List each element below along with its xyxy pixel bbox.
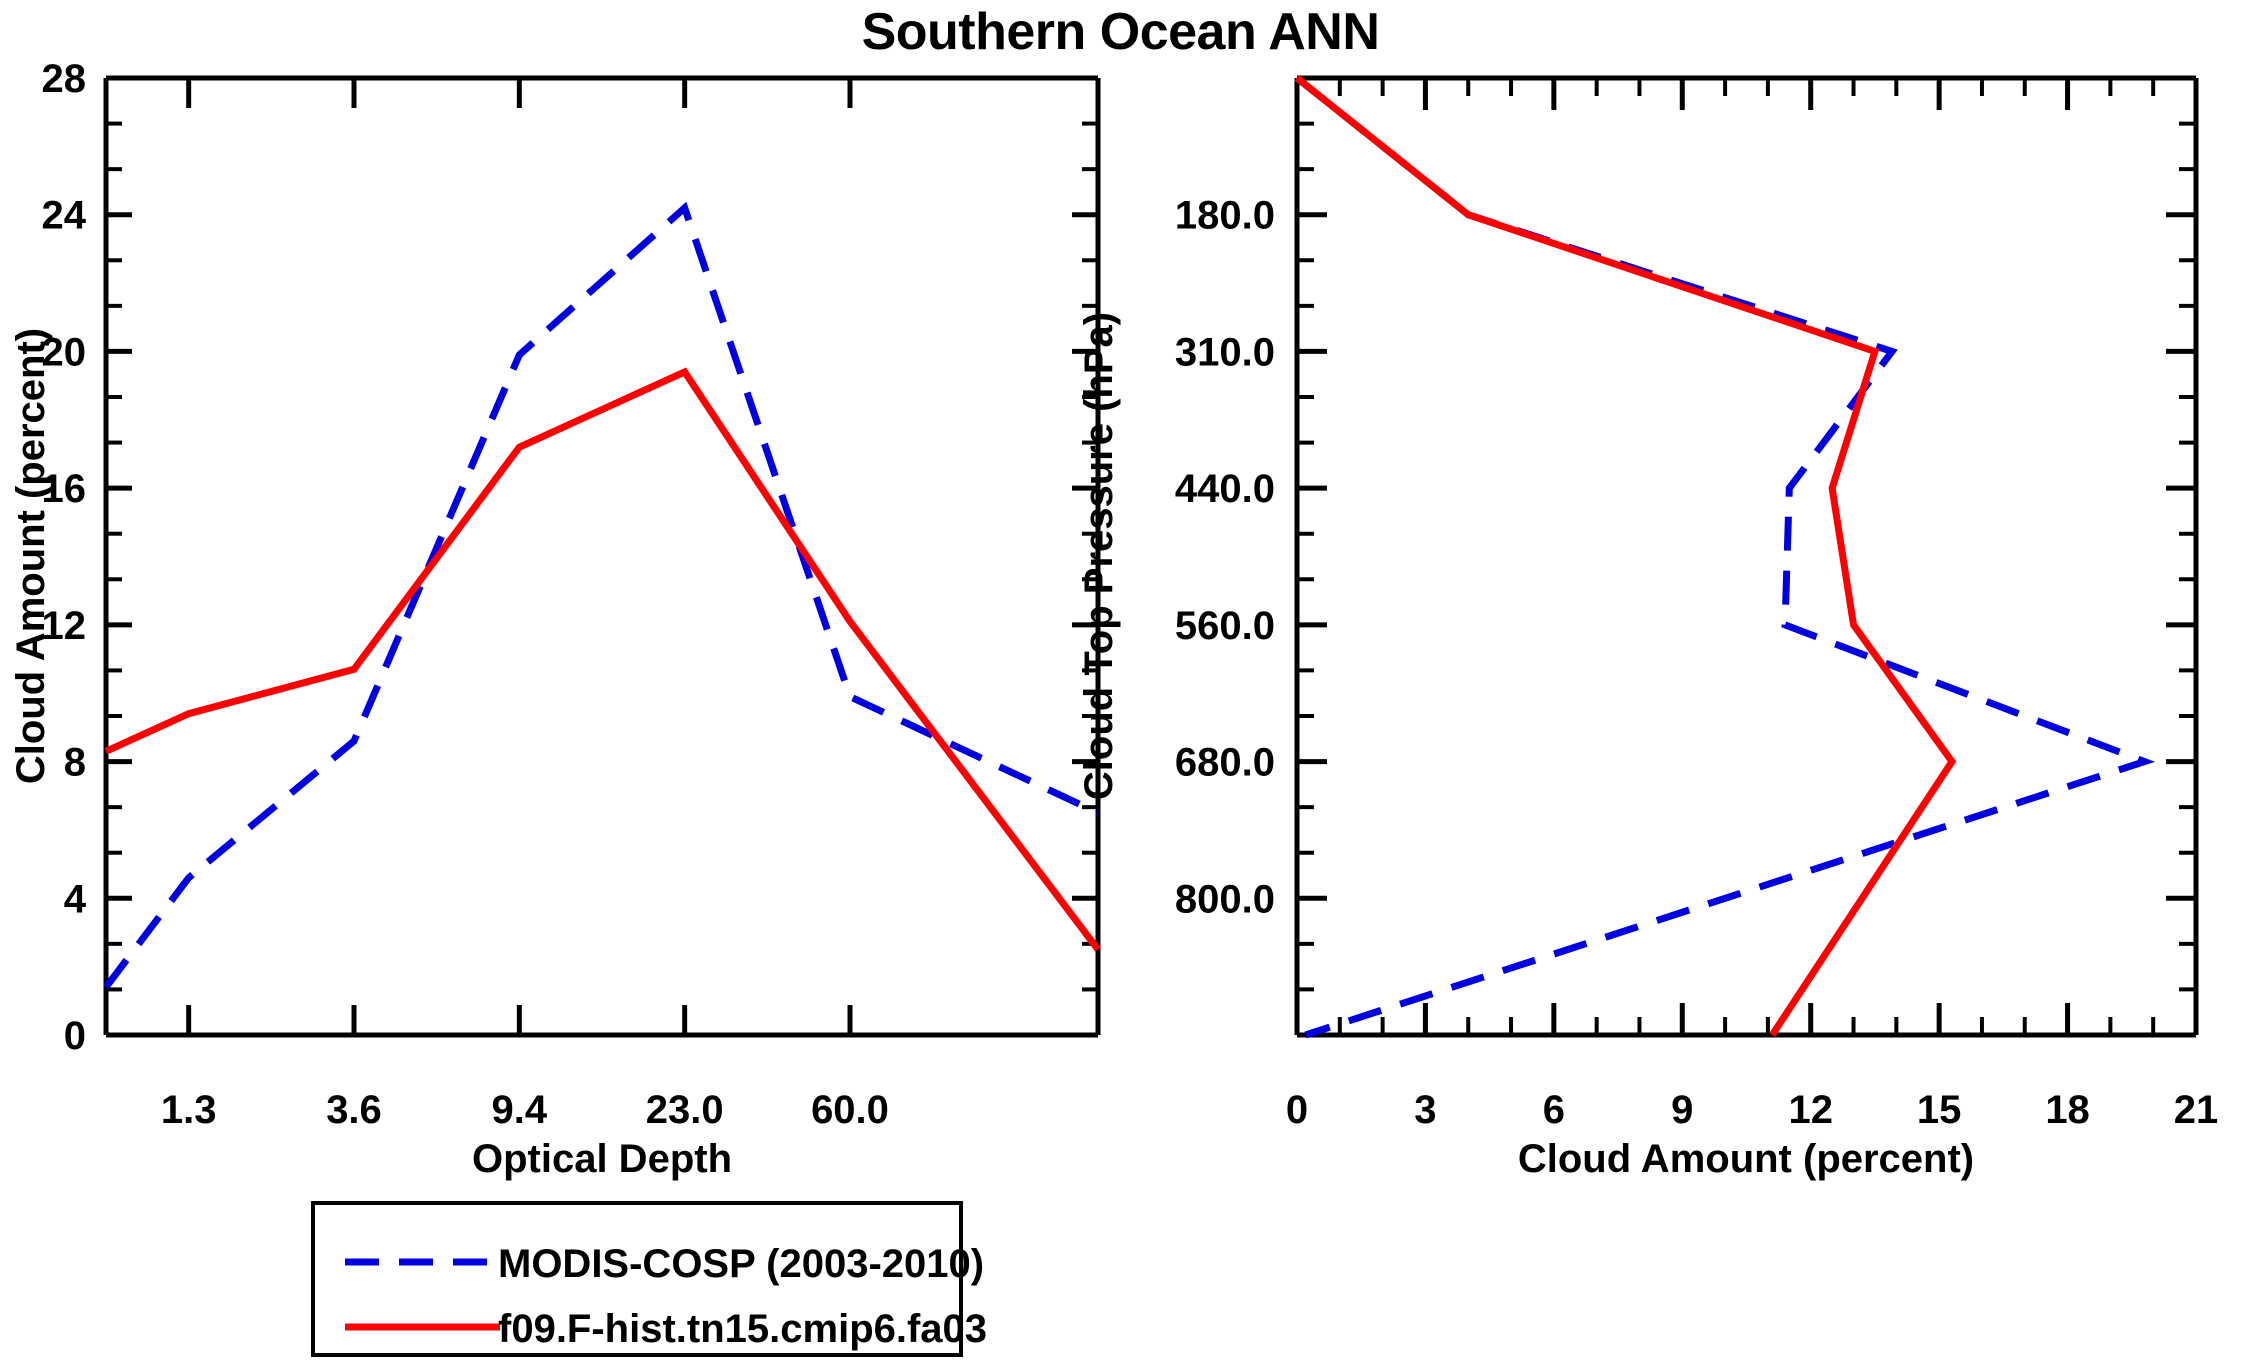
right-y-axis-title: Cloud Top Pressure (hPa): [1077, 312, 1121, 800]
cloud-top-pressure-panel: 180.0 310.0 440.0 560.0 680.0 800.0 0 3 6 9 12 15 1…: [1077, 75, 2218, 1181]
left-x-tick-labels: 1.3 3.6 9.4 23.0 60.0: [161, 1088, 889, 1132]
y-tick-label: 16: [42, 467, 87, 511]
right-series-group: [1294, 75, 2156, 1039]
y-tick-label: 24: [42, 194, 87, 238]
series-line: [104, 367, 1101, 952]
left-series-group: [103, 201, 1101, 990]
x-tick-label: 1.3: [161, 1088, 217, 1132]
legend-items: MODIS-COSP (2003-2010) f09.F-hist.tn15.cm…: [345, 1242, 987, 1351]
optical-depth-panel: 0 4 8 12 16 20 24 28 1.3 3.6 9.4 23.0 60.0 Cloud Am…: [9, 57, 1101, 1181]
left-x-axis-title: Optical Depth: [472, 1137, 732, 1181]
x-tick-label: 12: [1788, 1088, 1833, 1132]
x-tick-label: 23.0: [646, 1088, 724, 1132]
x-tick-label: 21: [2174, 1088, 2219, 1132]
right-x-ticks: [1294, 78, 2199, 1035]
x-tick-label: 15: [1917, 1088, 1962, 1132]
y-tick-label: 0: [64, 1014, 86, 1058]
right-y-tick-labels: 180.0 310.0 440.0 560.0 680.0 800.0: [1175, 194, 1275, 922]
right-y-ticks: [1297, 121, 2196, 992]
x-tick-label: 0: [1286, 1088, 1308, 1132]
x-tick-label: 3: [1414, 1088, 1436, 1132]
y-tick-label: 4: [64, 877, 87, 921]
legend-label-1: MODIS-COSP (2003-2010): [498, 1242, 984, 1286]
y-tick-label: 12: [42, 604, 87, 648]
x-tick-label: 9: [1671, 1088, 1693, 1132]
legend: MODIS-COSP (2003-2010) f09.F-hist.tn15.cm…: [311, 1201, 987, 1357]
y-tick-label: 310.0: [1175, 330, 1275, 374]
left-y-ticks: [106, 75, 1098, 1038]
y-tick-label: 680.0: [1175, 741, 1275, 785]
x-tick-label: 3.6: [326, 1088, 382, 1132]
x-tick-label: 60.0: [811, 1088, 889, 1132]
series-line: [1294, 75, 2156, 1039]
left-y-axis-title: Cloud Amount (percent): [9, 328, 53, 784]
left-y-tick-labels: 0 4 8 12 16 20 24 28: [42, 57, 87, 1058]
y-tick-label: 8: [64, 741, 86, 785]
figure-title: Southern Ocean ANN: [861, 3, 1380, 61]
right-x-tick-labels: 0 3 6 9 12 15 18 21: [1286, 1088, 2218, 1132]
x-tick-label: 6: [1543, 1088, 1565, 1132]
x-tick-label: 9.4: [492, 1088, 548, 1132]
y-tick-label: 800.0: [1175, 877, 1275, 921]
y-tick-label: 440.0: [1175, 467, 1275, 511]
series-line: [1294, 75, 1957, 1037]
right-plot-frame: [1294, 75, 2199, 1038]
left-plot-frame: [103, 75, 1101, 1038]
y-tick-label: 560.0: [1175, 604, 1275, 648]
y-tick-label: 180.0: [1175, 194, 1275, 238]
y-tick-label: 20: [42, 330, 87, 374]
x-tick-label: 18: [2045, 1088, 2090, 1132]
right-x-axis-title: Cloud Amount (percent): [1518, 1137, 1974, 1181]
y-tick-label: 28: [42, 57, 87, 101]
series-line: [103, 201, 1100, 990]
legend-label-2: f09.F-hist.tn15.cmip6.fa03: [498, 1307, 987, 1351]
left-x-ticks: [186, 78, 853, 1035]
